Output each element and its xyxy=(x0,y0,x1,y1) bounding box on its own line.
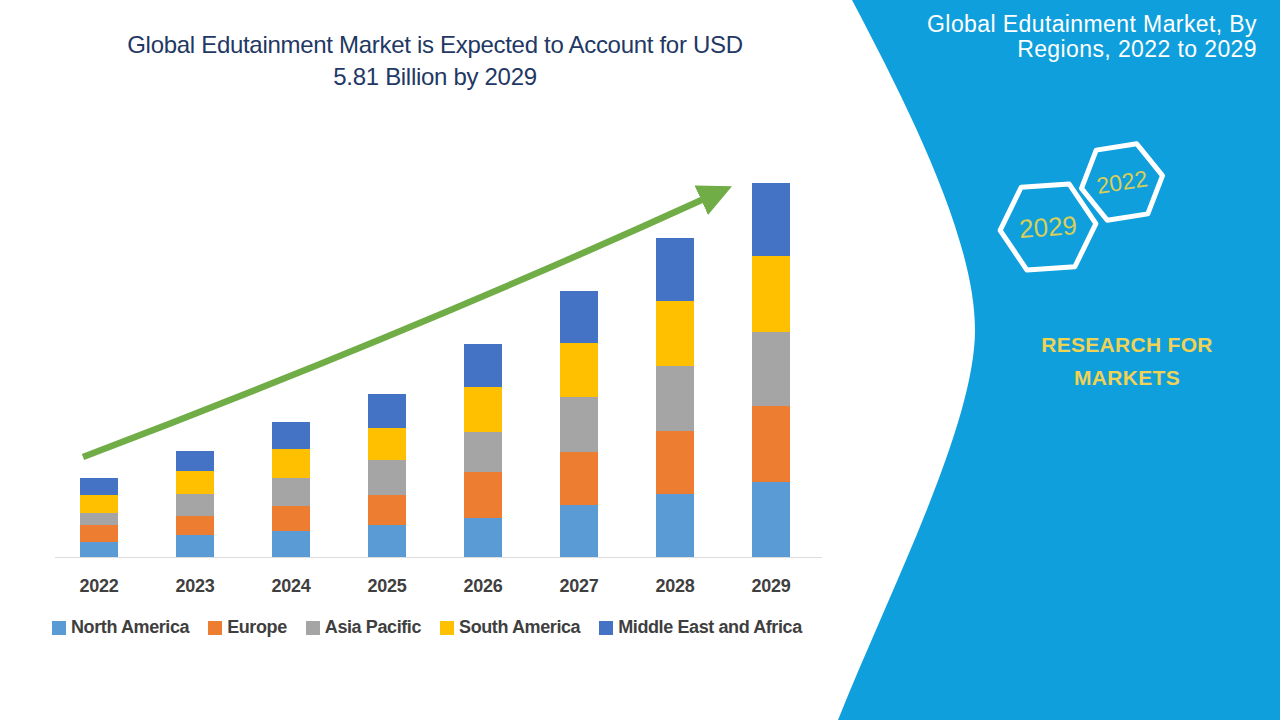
hexagon-2029: 2029 xyxy=(997,182,1099,271)
brand-line2: MARKETS xyxy=(977,361,1277,394)
infographic-canvas: Global Edutainment Market is Expected to… xyxy=(0,0,1280,720)
brand-line1: RESEARCH FOR xyxy=(977,328,1277,361)
brand-text: RESEARCH FOR MARKETS xyxy=(977,328,1277,394)
hexagon-2029-label: 2029 xyxy=(1018,210,1078,244)
hexagon-2022-label: 2022 xyxy=(1095,165,1150,199)
